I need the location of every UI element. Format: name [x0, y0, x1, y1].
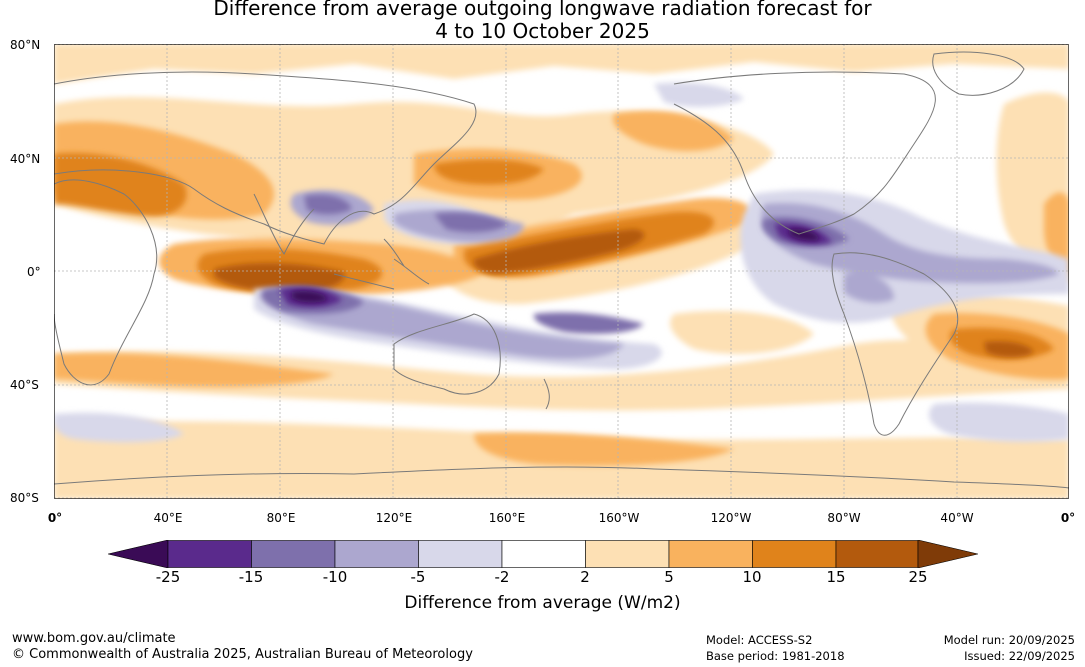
olr-anomaly-map — [54, 44, 1069, 499]
colorbar-segment-1 — [167, 540, 252, 568]
colorbar-tick-8: 10 — [742, 568, 762, 586]
colorbar-arrow-high — [917, 540, 978, 568]
lat-label-80n: 80°N — [10, 38, 41, 52]
greenland-outline — [932, 51, 1025, 96]
north-america-outline — [673, 71, 936, 235]
colorbar-tick-2: -15 — [238, 568, 264, 586]
colorbar — [108, 540, 978, 568]
colorbar-segment-7 — [668, 540, 753, 568]
colorbar-segment-5 — [501, 540, 586, 568]
lon-label-40e: 40°E — [153, 511, 183, 525]
colorbar-tick-5: -2 — [494, 568, 510, 586]
colorbar-tick-3: -10 — [322, 568, 348, 586]
lat-label-equator: 0° — [27, 265, 41, 279]
australia-outline — [393, 313, 501, 395]
lat-label-40s: 40°S — [10, 378, 39, 392]
colorbar-arrow-low — [108, 540, 169, 568]
eurasia-outline — [54, 71, 477, 245]
model-name: Model: ACCESS-S2 — [706, 633, 813, 647]
colorbar-tick-4: -5 — [410, 568, 426, 586]
africa-outline — [54, 179, 158, 386]
colorbar-segment-4 — [418, 540, 503, 568]
colorbar-segment-8 — [752, 540, 837, 568]
south-america-outline — [831, 252, 959, 436]
coastlines — [54, 51, 1069, 489]
title-line-2: 4 to 10 October 2025 — [435, 19, 650, 43]
colorbar-segment-9 — [835, 540, 919, 568]
map-svg — [54, 44, 1069, 499]
issued-date: Issued: 22/09/2025 — [964, 649, 1075, 663]
lon-label-40w: 40°W — [940, 511, 974, 525]
lon-label-120e: 120°E — [375, 511, 413, 525]
website-link[interactable]: www.bom.gov.au/climate — [12, 631, 176, 646]
colorbar-tick-10: 25 — [908, 568, 928, 586]
colorbar-segment-3 — [334, 540, 419, 568]
new-zealand-outline — [543, 378, 550, 410]
colorbar-tick-1: -25 — [155, 568, 181, 586]
model-run-date: Model run: 20/09/2025 — [943, 633, 1075, 647]
india-outline — [253, 193, 315, 255]
title-line-1: Difference from average outgoing longwav… — [213, 0, 872, 20]
lon-label-0-right: 0° — [1060, 511, 1076, 525]
chart-title: Difference from average outgoing longwav… — [0, 0, 1085, 43]
lon-label-80w: 80°W — [827, 511, 861, 525]
lat-label-80s: 80°S — [10, 491, 39, 505]
colorbar-title: Difference from average (W/m2) — [404, 593, 681, 613]
colorbar-tick-7: 5 — [664, 568, 674, 586]
anomaly-very-high-positive — [214, 229, 1034, 358]
colorbar-tick-9: 15 — [826, 568, 846, 586]
antarctica-outline — [54, 466, 1069, 489]
copyright-text: © Commonwealth of Australia 2025, Austra… — [12, 647, 473, 662]
base-period: Base period: 1981-2018 — [706, 649, 845, 663]
colorbar-tick-6: 2 — [580, 568, 590, 586]
lon-label-80e: 80°E — [266, 511, 296, 525]
lat-label-40n: 40°N — [10, 152, 41, 166]
lon-label-120w: 120°W — [710, 511, 752, 525]
lon-label-160w: 160°W — [598, 511, 640, 525]
lon-label-0-left: 0° — [47, 511, 63, 525]
colorbar-segment-2 — [251, 540, 336, 568]
indonesia-outline — [333, 238, 430, 290]
anomaly-extreme-negative — [292, 228, 820, 303]
lon-label-160e: 160°E — [488, 511, 526, 525]
map-frame — [54, 44, 1069, 499]
colorbar-segment-6 — [585, 540, 670, 568]
